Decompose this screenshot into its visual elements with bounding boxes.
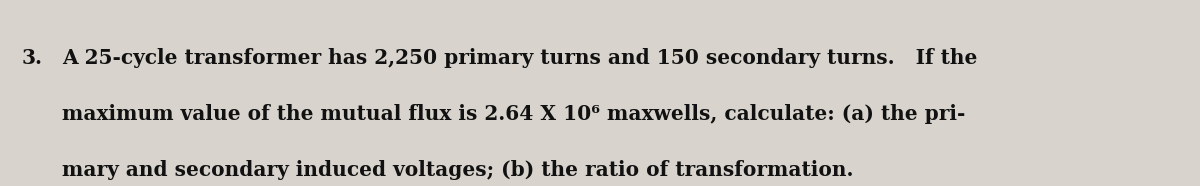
Text: A 25-cycle transformer has 2,250 primary turns and 150 secondary turns.   If the: A 25-cycle transformer has 2,250 primary…: [62, 48, 978, 68]
Text: maximum value of the mutual flux is 2.64 X 10⁶ maxwells, calculate: (a) the pri-: maximum value of the mutual flux is 2.64…: [62, 104, 966, 124]
Text: mary and secondary induced voltages; (b) the ratio of transformation.: mary and secondary induced voltages; (b)…: [62, 160, 854, 180]
Text: 3.: 3.: [22, 48, 43, 68]
